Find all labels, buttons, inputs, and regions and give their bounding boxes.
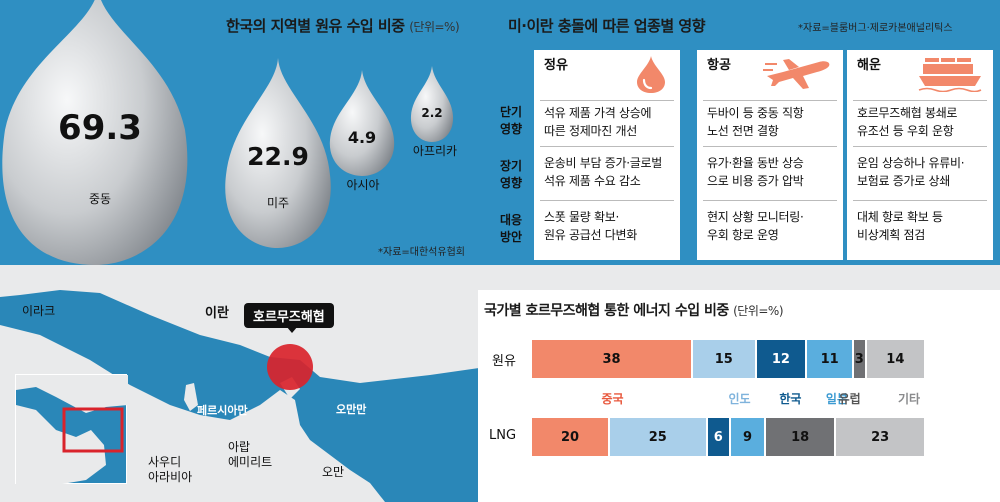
bar-segment: 3 (853, 340, 865, 378)
drops-unit: (단위=%) (409, 20, 460, 34)
oil-drop-icon (637, 56, 665, 93)
drops-title: 한국의 지역별 원유 수입 비중 (226, 17, 405, 35)
row-label-response: 대응 방안 (499, 213, 523, 244)
bar-segment: 11 (807, 340, 852, 378)
energy-unit: (단위=%) (733, 304, 783, 318)
impact-title: 미·이란 충돌에 따른 업종별 영향 (508, 17, 706, 35)
legend-item: 일본 (825, 392, 849, 406)
drop-label: 중동 (88, 192, 112, 206)
bar-segment: 6 (707, 418, 729, 456)
inset-highlight-box (62, 407, 124, 453)
legend-item: 유럽 (838, 392, 861, 406)
legend-item: 기타 (897, 392, 921, 406)
ship-icon (918, 58, 982, 92)
energy-panel (478, 290, 1000, 502)
impact-short-refining: 석유 제품 가격 상승에 따른 정제마진 개선 (544, 106, 652, 138)
sector-card-shipping: 해운 호르무즈해협 봉쇄로 유조선 등 우회 운항 운임 상승하나 유류비· 보… (847, 50, 993, 260)
row-label-short: 단기 영향 (499, 105, 523, 136)
drop-americas (225, 58, 331, 248)
map-label-uae: 아랍 에미리트 (228, 440, 273, 469)
drops-title-row: 한국의 지역별 원유 수입 비중 (단위=%) (226, 15, 460, 36)
impact-source: *자료=블룸버그·제로카본애널리틱스 (798, 23, 953, 34)
impact-long-aviation: 유가·환율 동반 상승 으로 비용 증가 압박 (707, 156, 804, 188)
legend-item: 한국 (779, 392, 802, 406)
energy-title: 국가별 호르무즈해협 통한 에너지 수입 비중 (484, 303, 729, 319)
bar-segment: 18 (766, 418, 835, 456)
sector-name: 해운 (857, 58, 881, 73)
sector-name: 항공 (707, 58, 731, 73)
legend-item: 인도 (728, 392, 751, 406)
impact-response-shipping: 대체 항로 확보 등 비상계획 점검 (857, 210, 943, 242)
drop-label: 미주 (266, 196, 290, 210)
drop-value: 2.2 (421, 106, 443, 120)
bar-label-crude: 원유 (492, 354, 516, 369)
drop-africa (410, 66, 454, 142)
impact-long-refining: 운송비 부담 증가·글로벌 석유 제품 수요 감소 (544, 156, 662, 188)
drops-panel: 한국의 지역별 원유 수입 비중 (단위=%) 69.3 중동 22.9 미주 … (0, 0, 480, 265)
impact-short-shipping: 호르무즈해협 봉쇄로 유조선 등 우회 운항 (857, 106, 958, 138)
drops-source: *자료=대한석유협회 (378, 247, 465, 258)
impact-long-shipping: 운임 상승하나 유류비· 보험료 증가로 상쇄 (857, 156, 965, 188)
map-label-persian-gulf: 페르시아만 (197, 404, 248, 417)
inset-map-graphic (16, 375, 128, 485)
impact-response-aviation: 현지 상황 모니터링· 우회 항로 운영 (707, 210, 804, 242)
bar-segment: 25 (610, 418, 706, 456)
drop-value: 69.3 (58, 108, 142, 148)
impact-response-refining: 스폿 물량 확보· 원유 공급선 다변화 (544, 210, 637, 242)
energy-title-row: 국가별 호르무즈해협 통한 에너지 수입 비중 (단위=%) (484, 300, 783, 320)
bar-segment: 14 (866, 340, 924, 378)
map-label-strait: 호르무즈해협 (253, 310, 325, 325)
drop-label: 아프리카 (412, 144, 458, 158)
bar-segment: 15 (692, 340, 755, 378)
bar-segment: 20 (532, 418, 609, 456)
strait-callout: 호르무즈해협 (244, 303, 334, 328)
bar-segment: 12 (756, 340, 806, 378)
map-label-iran: 이란 (205, 306, 229, 321)
drop-middle-east (2, 0, 188, 265)
bar-label-lng: LNG (489, 428, 517, 443)
drop-value: 4.9 (347, 128, 377, 147)
drop-label: 아시아 (346, 178, 380, 192)
strait-marker (267, 344, 313, 390)
impact-short-aviation: 두바이 등 중동 직항 노선 전면 결항 (707, 106, 804, 138)
drop-asia (329, 70, 395, 176)
map-label-gulf-of-oman: 오만만 (336, 403, 367, 416)
row-label-long: 장기 영향 (499, 159, 523, 190)
drops-graphic (2, 0, 454, 265)
bar-segment: 9 (730, 418, 765, 456)
map-label-iraq: 이라크 (22, 304, 56, 318)
sector-card-aviation: 항공 두바이 등 중동 직항 노선 전면 결항 유가·환율 동반 상승 으로 비… (697, 50, 843, 260)
sector-name: 정유 (544, 58, 568, 73)
inset-map (15, 374, 128, 485)
bar-segment: 23 (836, 418, 924, 456)
map-label-oman: 오만 (322, 465, 345, 479)
legend-item: 중국 (601, 392, 624, 406)
bar-segment: 38 (532, 340, 691, 378)
drop-value: 22.9 (247, 142, 309, 171)
airplane-icon (763, 59, 830, 89)
sector-card-refining: 정유 석유 제품 가격 상승에 따른 정제마진 개선 운송비 부담 증가·글로벌… (534, 50, 680, 260)
callout-pointer (286, 326, 298, 333)
map-label-saudi: 사우디 아라비아 (148, 455, 193, 484)
